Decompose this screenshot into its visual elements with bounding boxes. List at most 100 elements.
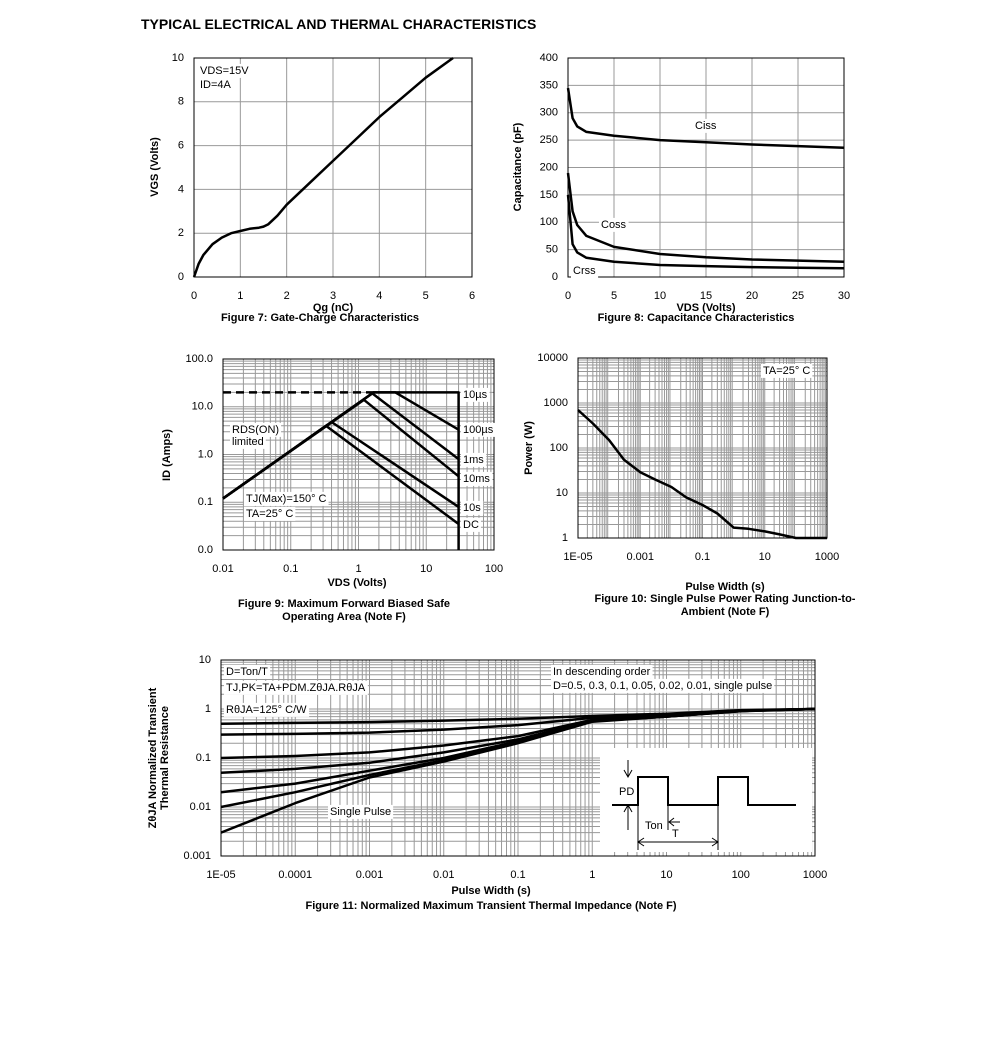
annotation: D=Ton/T (226, 666, 268, 678)
y-tick-label: 2 (178, 227, 184, 239)
x-tick-label: 100 (485, 563, 503, 575)
y-axis-label: Capacitance (pF) (512, 122, 524, 211)
y-axis-label: ID (Amps) (161, 429, 173, 481)
series-label: 1ms (463, 454, 484, 466)
pulse-inset (600, 748, 812, 852)
series-line (577, 409, 827, 540)
period-marks (637, 805, 719, 850)
annotation: T (672, 828, 679, 840)
x-tick-label: 30 (838, 290, 850, 302)
label-bg (198, 63, 252, 78)
label-bg (224, 664, 271, 679)
annotation: TA=25° C (246, 508, 293, 520)
x-tick-label: 25 (792, 290, 804, 302)
x-tick-label: 1000 (803, 869, 827, 881)
series-label: 10ms (463, 473, 490, 485)
chart-title: Figure 11: Normalized Maximum Transient … (305, 900, 677, 912)
label-bg (461, 422, 496, 437)
series-line (220, 707, 816, 834)
x-axis-label: VDS (Volts) (676, 302, 735, 314)
x-tick-label: 0 (191, 290, 197, 302)
plot-frame (222, 358, 495, 551)
label-bg (224, 680, 368, 695)
x-axis-label: VDS (Volts) (327, 577, 386, 589)
y-tick-label: 0.1 (198, 496, 213, 508)
x-tick-label: 10 (759, 551, 771, 563)
annotation: PD (619, 786, 634, 798)
x-tick-label: 100 (732, 869, 750, 881)
x-tick-label: 10 (654, 290, 666, 302)
x-tick-label: 0.01 (212, 563, 233, 575)
label-bg (230, 422, 282, 437)
annotation: limited (232, 436, 264, 448)
label-bg (551, 664, 653, 679)
label-bg (670, 826, 681, 841)
series-label: Coss (601, 219, 627, 231)
chart-title: Figure 10: Single Pulse Power Rating Jun… (594, 593, 856, 618)
label-bg (643, 818, 665, 833)
label-bg (244, 506, 296, 521)
y-tick-label: 300 (540, 107, 558, 119)
y-tick-label: 1 (562, 532, 568, 544)
label-bg (693, 118, 719, 133)
annotation: D=0.5, 0.3, 0.1, 0.05, 0.02, 0.01, singl… (553, 680, 772, 692)
pd-arrows (623, 760, 633, 830)
y-tick-label: 150 (540, 189, 558, 201)
y-tick-label: 1.0 (198, 448, 213, 460)
x-axis-label: Pulse Width (s) (685, 581, 765, 593)
annotation: TA=25° C (763, 365, 810, 377)
inset-bg (600, 748, 812, 852)
x-tick-label: 0.0001 (278, 869, 312, 881)
y-tick-label: 250 (540, 134, 558, 146)
series-label: 10s (463, 502, 481, 514)
x-tick-label: 1000 (815, 551, 839, 563)
x-axis-label: Pulse Width (s) (451, 885, 531, 897)
label-bg (761, 363, 813, 378)
series-line (192, 56, 454, 278)
y-tick-label: 6 (178, 140, 184, 152)
annotation: VDS=15V (200, 65, 249, 77)
series-label: DC (463, 519, 479, 531)
y-tick-label: 0.01 (190, 801, 211, 813)
x-tick-label: 0.1 (283, 563, 298, 575)
x-tick-label: 0.001 (626, 551, 654, 563)
x-tick-label: 15 (700, 290, 712, 302)
annotation: Single Pulse (330, 806, 391, 818)
series-line (222, 424, 460, 526)
y-tick-label: 10 (172, 52, 184, 64)
y-tick-label: 0.0 (198, 544, 213, 556)
label-bg (198, 77, 234, 92)
y-axis-label: ZθJA Normalized Transient (147, 687, 159, 828)
label-bg (230, 434, 266, 449)
x-tick-label: 6 (469, 290, 475, 302)
x-tick-label: 4 (376, 290, 382, 302)
label-bg (461, 500, 484, 515)
y-tick-label: 8 (178, 96, 184, 108)
plot-frame (567, 57, 845, 278)
y-tick-label: 350 (540, 79, 558, 91)
plot-frame (220, 659, 816, 857)
chart-title: Figure 7: Gate-Charge Characteristics (220, 312, 420, 324)
y-tick-label: 0 (552, 271, 558, 283)
annotation: RDS(ON) (232, 424, 279, 436)
label-bg (599, 217, 629, 232)
y-tick-label: 100 (540, 216, 558, 228)
annotation: TJ,PK=TA+PDM.ZθJA.RθJA (226, 682, 366, 694)
series-line (566, 87, 845, 150)
page-title: TYPICAL ELECTRICAL AND THERMAL CHARACTER… (141, 16, 537, 32)
x-tick-label: 1 (355, 563, 361, 575)
x-tick-label: 20 (746, 290, 758, 302)
x-tick-label: 3 (330, 290, 336, 302)
y-tick-label: 400 (540, 52, 558, 64)
x-tick-label: 1 (589, 869, 595, 881)
y-tick-label: 1 (205, 703, 211, 715)
series-label: 100µs (463, 424, 494, 436)
plot-frame (577, 357, 828, 539)
x-axis-label: Qg (nC) (313, 302, 354, 314)
annotation: Ton (645, 820, 663, 832)
x-tick-label: 0.001 (356, 869, 384, 881)
y-tick-label: 10 (199, 654, 211, 666)
annotation: In descending order (553, 666, 651, 678)
label-bg (551, 678, 775, 693)
